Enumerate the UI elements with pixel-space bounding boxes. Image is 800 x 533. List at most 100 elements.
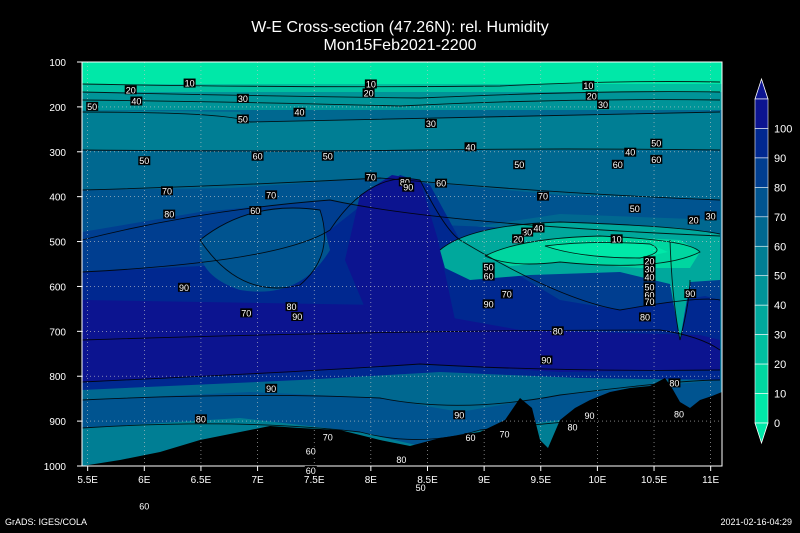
contour-label-bg [424, 118, 437, 128]
contour-label-bg [521, 227, 534, 237]
contour-label-bg [414, 482, 427, 492]
contour-label-bg [540, 355, 553, 365]
contour-label: 60 [139, 501, 149, 511]
contour-label: 30 [598, 100, 608, 110]
rh-moist-column [345, 175, 455, 360]
contour-label: 80 [196, 414, 206, 424]
colorbar-label: 90 [774, 153, 786, 165]
contour-label-bg [643, 282, 656, 292]
colorbar-top-arrow [754, 77, 769, 100]
colorbar-swatch [754, 98, 769, 129]
colorbar-label: 20 [774, 359, 786, 371]
contour-label: 50 [87, 102, 97, 112]
contour-label: 30 [522, 228, 532, 238]
contour-label-bg [513, 160, 526, 170]
y-tick-label: 700 [49, 327, 66, 338]
contour-line [81, 177, 721, 201]
contour-label-bg [482, 262, 495, 272]
contour-label: 90 [454, 410, 464, 420]
contour-label: 50 [323, 152, 333, 162]
contour-label-bg [643, 290, 656, 300]
rh-band-0-10 [82, 62, 722, 84]
x-tick-label: 9.5E [530, 475, 551, 486]
contour-label-bg [687, 215, 700, 225]
contour-label: 20 [587, 92, 597, 102]
contour-label-bg [643, 297, 656, 307]
contour-label-bg [265, 383, 278, 393]
contour-label: 10 [185, 79, 195, 89]
contour-label: 40 [131, 97, 141, 107]
colorbar-swatch [754, 216, 769, 247]
contour-label-bg [597, 100, 610, 110]
contour-label: 80 [164, 210, 174, 220]
colorbar-label: 80 [774, 182, 786, 194]
chart-title: W-E Cross-section (47.26N): rel. Humidit… [251, 19, 549, 36]
x-tick-label: 10E [588, 475, 606, 486]
contour-label-bg [249, 206, 262, 216]
contour-label-bg [183, 78, 196, 88]
contour-label-bg [532, 223, 545, 233]
contour-label: 70 [644, 297, 654, 307]
contour-label-bg [321, 432, 334, 442]
contour-label: 20 [364, 88, 374, 98]
contour-label-bg [464, 433, 477, 443]
rh-dry-core [545, 242, 668, 258]
x-tick-label: 8E [365, 475, 378, 486]
contour-label-bg [86, 101, 99, 111]
contour-label: 40 [533, 224, 543, 234]
contour-label: 50 [651, 139, 661, 149]
colorbar-label: 100 [774, 123, 792, 135]
contour-label-bg [265, 190, 278, 200]
contour-label-bg [628, 203, 641, 213]
contour-label-bg [398, 177, 411, 187]
contour-label-bg [650, 138, 663, 148]
contour-line [81, 199, 721, 241]
contour-label-bg [130, 96, 143, 106]
contour-label: 40 [466, 142, 476, 152]
contour-label-bg [435, 178, 448, 188]
contour-label-bg [582, 80, 595, 90]
contour-label-bg [285, 302, 298, 312]
y-tick-label: 600 [49, 282, 66, 293]
colorbar-swatch [754, 275, 769, 306]
y-tick-label: 800 [49, 372, 66, 383]
colorbar-label: 70 [774, 212, 786, 224]
contour-label-bg [291, 311, 304, 321]
contour-label: 70 [241, 308, 251, 318]
contour-label: 60 [250, 206, 260, 216]
contour-label: 40 [644, 272, 654, 282]
colorbar-bottom-arrow [754, 422, 769, 445]
contour-label-bg [610, 234, 623, 244]
y-tick-label: 300 [49, 148, 66, 159]
contour-label-bg [643, 272, 656, 282]
y-tick-label: 100 [49, 58, 66, 69]
colorbar-swatch [754, 187, 769, 218]
contour-label-bg [160, 186, 173, 196]
contour-label: 90 [266, 384, 276, 394]
contour-label: 20 [689, 215, 699, 225]
contour-label-bg [500, 289, 513, 299]
y-tick-label: 200 [49, 103, 66, 114]
rh-dry-pocket-west [199, 208, 330, 292]
contour-label: 60 [651, 155, 661, 165]
contour-label: 60 [306, 466, 316, 476]
contour-label: 50 [484, 263, 494, 273]
contour-label-bg [304, 446, 317, 456]
contour-label-bg [236, 114, 249, 124]
contour-label-bg [583, 411, 596, 421]
colorbar-label: 60 [774, 241, 786, 253]
contour-label-bg [650, 154, 663, 164]
axes: 5.5E 6E 6.5E 7E 7.5E 8E 8.5E 9E 9.5E 10E 10.5E 11E 1… [44, 58, 723, 486]
contour-label: 80 [400, 177, 410, 187]
contour-label: 60 [306, 447, 316, 457]
contour-label-bg [138, 501, 151, 511]
colorbar-swatch [754, 157, 769, 188]
footer-timestamp: 2021-02-16-04:29 [720, 517, 792, 527]
colorbar-label: 30 [774, 330, 786, 342]
contour-label-bg [624, 147, 637, 157]
contour-label: 30 [706, 211, 716, 221]
x-tick-label: 6E [138, 475, 151, 486]
contour-label-bg [512, 234, 525, 244]
